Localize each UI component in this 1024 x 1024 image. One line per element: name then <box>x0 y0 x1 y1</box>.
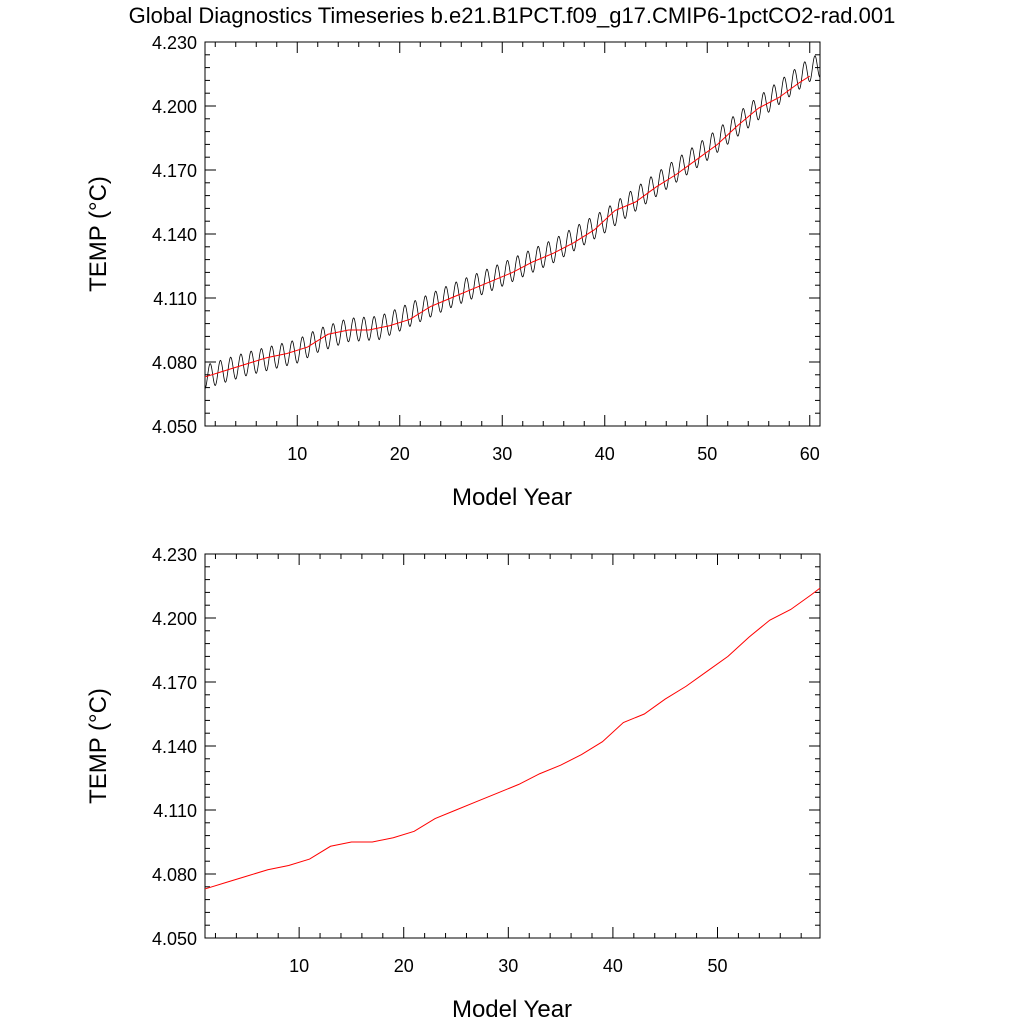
plot-frame <box>204 553 821 939</box>
plot-frame <box>204 41 821 427</box>
x-tick-label: 20 <box>390 444 410 464</box>
y-tick-label: 4.230 <box>152 33 197 53</box>
y-tick-label: 4.140 <box>152 737 197 757</box>
x-tick-label: 60 <box>800 444 820 464</box>
x-tick-label: 40 <box>595 444 615 464</box>
monthly-series-line <box>204 55 821 389</box>
annual-mean-series-line <box>204 75 811 378</box>
y-tick-label: 4.230 <box>152 545 197 565</box>
chart-title: Global Diagnostics Timeseries b.e21.B1PC… <box>129 3 896 28</box>
x-tick-label: 50 <box>707 956 727 976</box>
x-tick-label: 10 <box>287 444 307 464</box>
x-tick-label: 50 <box>697 444 717 464</box>
y-tick-label: 4.050 <box>152 929 197 949</box>
y-axis-label: TEMP (°C) <box>85 688 112 804</box>
y-tick-label: 4.080 <box>152 353 197 373</box>
x-tick-label: 40 <box>603 956 623 976</box>
bottom-panel: TEMP (°C) Model Year 4.050 4.080 4.110 4.14… <box>85 545 821 1023</box>
y-tick-label: 4.110 <box>153 289 197 309</box>
annual-mean-series-line <box>204 587 821 890</box>
top-panel: TEMP (°C) Model Year 4.050 4.080 4.110 4.14… <box>85 33 821 511</box>
y-axis-label: TEMP (°C) <box>85 176 112 292</box>
y-tick-label: 4.200 <box>152 97 197 117</box>
x-axis-label: Model Year <box>452 996 572 1023</box>
x-tick-label: 10 <box>289 956 309 976</box>
y-tick-label: 4.050 <box>152 417 197 437</box>
y-tick-label: 4.140 <box>152 225 197 245</box>
y-tick-label: 4.110 <box>153 801 197 821</box>
x-tick-label: 30 <box>498 956 518 976</box>
x-tick-label: 20 <box>394 956 414 976</box>
x-tick-label: 30 <box>492 444 512 464</box>
y-tick-label: 4.170 <box>152 161 197 181</box>
y-tick-label: 4.200 <box>152 609 197 629</box>
y-tick-label: 4.170 <box>152 673 197 693</box>
x-axis-label: Model Year <box>452 484 572 511</box>
y-tick-label: 4.080 <box>152 865 197 885</box>
